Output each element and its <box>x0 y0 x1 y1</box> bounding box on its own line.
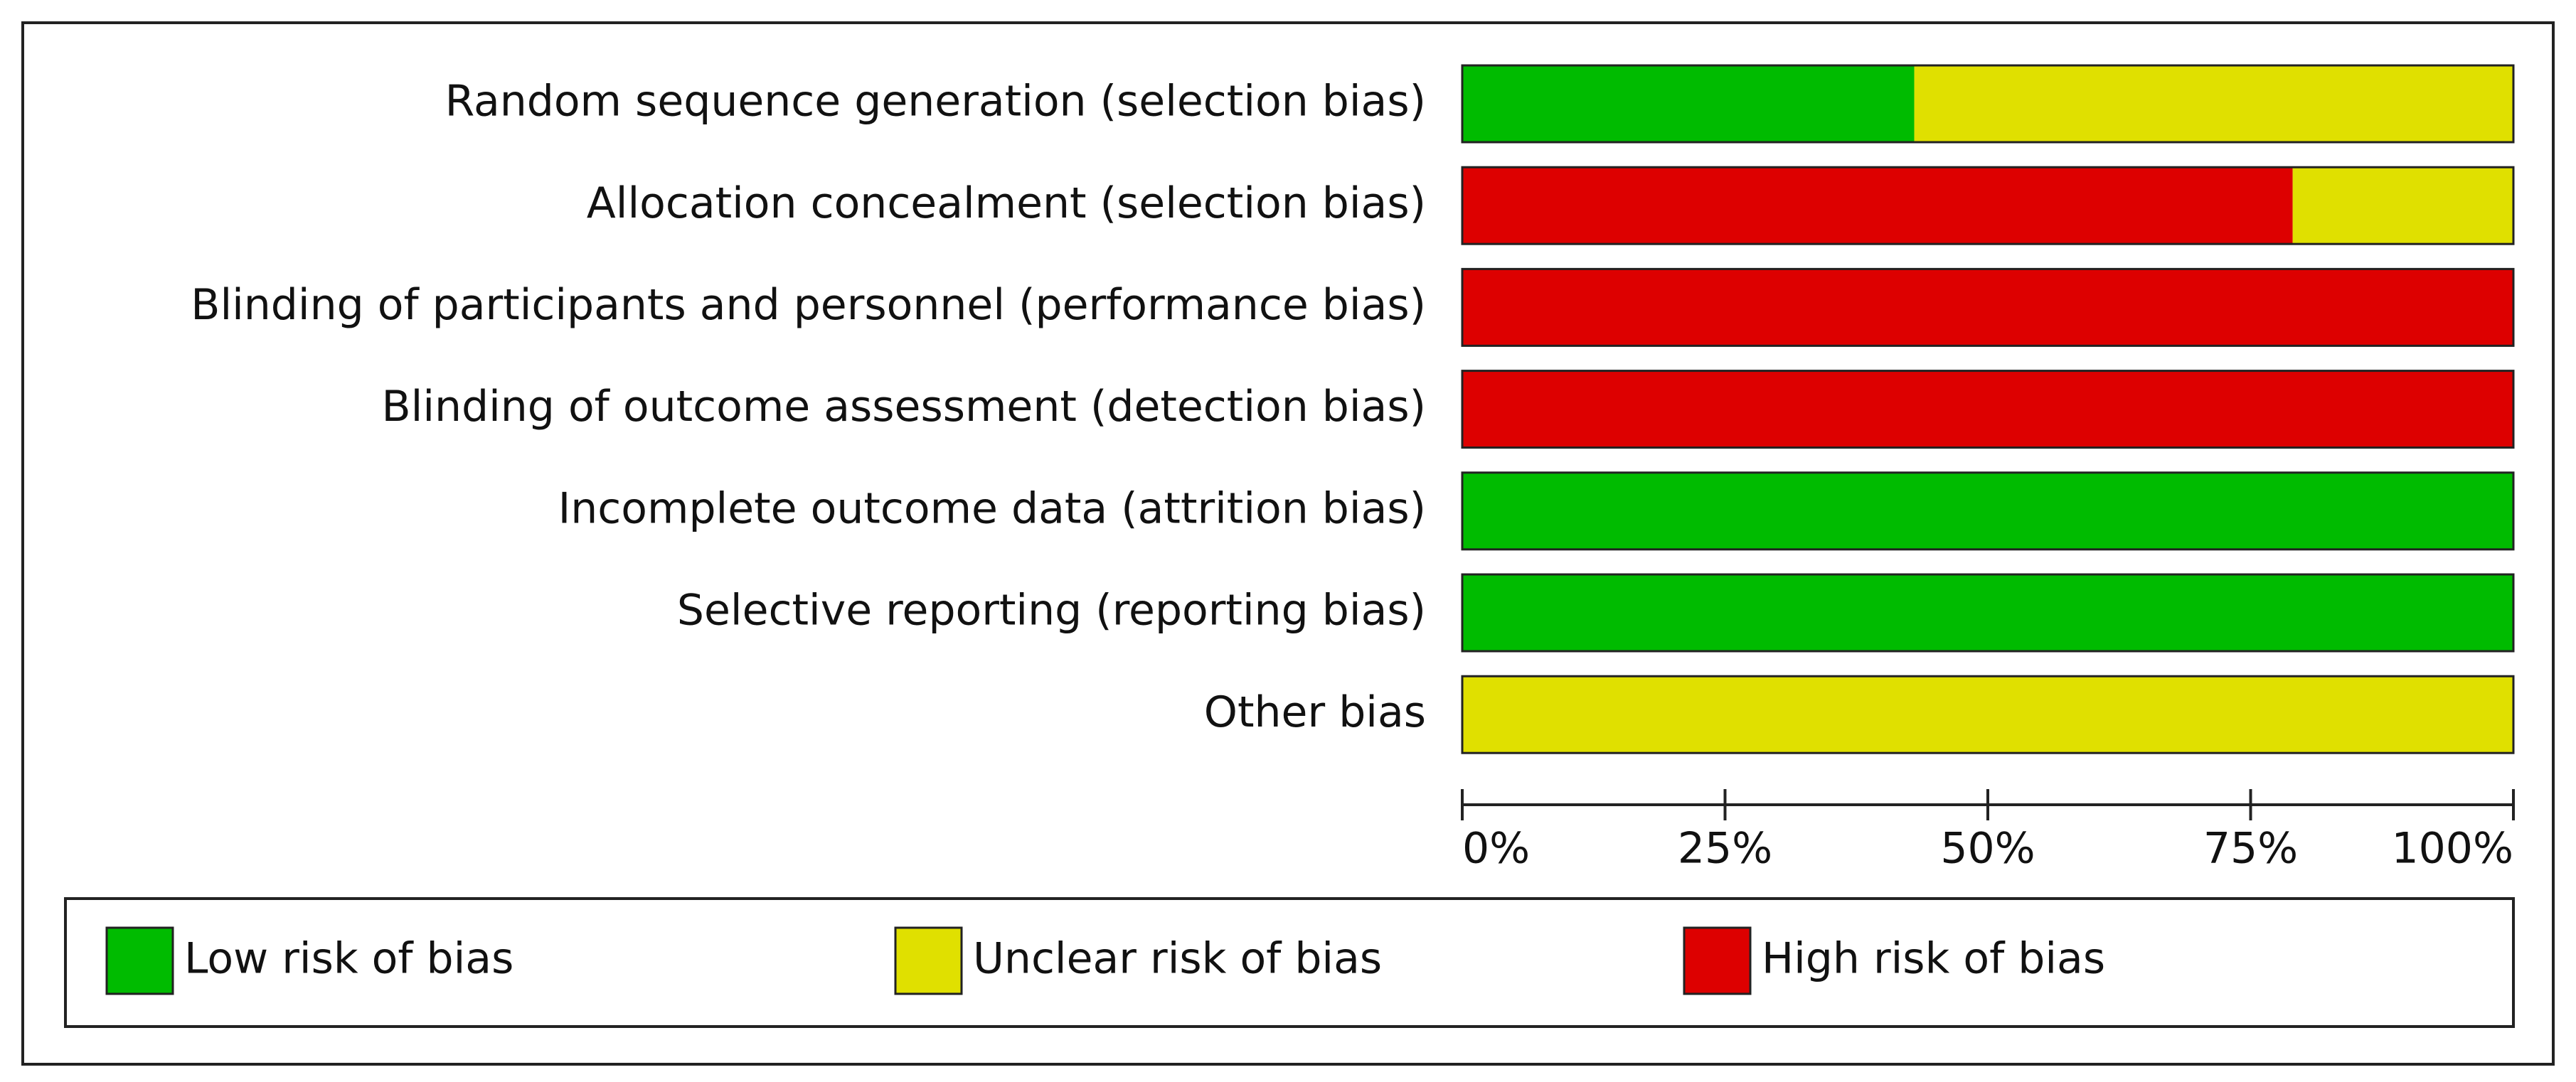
category-label: Blinding of outcome assessment (detectio… <box>381 382 1426 432</box>
legend-label: High risk of bias <box>1762 934 2105 984</box>
legend-swatch <box>894 926 963 995</box>
legend-swatch <box>105 926 174 995</box>
bar-segment <box>1462 370 2513 448</box>
category-label: Selective reporting (reporting bias) <box>677 586 1426 636</box>
bar-segment <box>1462 269 2513 346</box>
x-tick-label: 50% <box>1940 824 2035 874</box>
x-tick-label: 0% <box>1462 824 1530 874</box>
x-tick-label: 25% <box>1678 824 1772 874</box>
category-label: Random sequence generation (selection bi… <box>445 77 1426 127</box>
x-tick-label: 100% <box>2391 824 2513 874</box>
category-label: Other bias <box>1204 687 1426 737</box>
bar-segment <box>1462 472 2513 550</box>
legend-swatch <box>1683 926 1752 995</box>
legend-box <box>64 897 2515 1028</box>
bar-segment <box>2292 167 2513 245</box>
category-label: Allocation concealment (selection bias) <box>587 178 1426 228</box>
bar-outline <box>1461 267 2515 347</box>
category-label: Incomplete outcome data (attrition bias) <box>558 483 1426 533</box>
legend-label: Low risk of bias <box>184 934 513 984</box>
bar-outline <box>1461 166 2515 245</box>
bar-segment <box>1462 676 2513 754</box>
bar-segment <box>1462 574 2513 651</box>
bar-segment <box>1914 65 2513 142</box>
bar-outline <box>1461 675 2515 754</box>
bar-outline <box>1461 370 2515 449</box>
bar-outline <box>1461 573 2515 653</box>
bar-segment <box>1462 167 2293 245</box>
bar-outline <box>1461 64 2515 144</box>
x-tick-label: 75% <box>2203 824 2298 874</box>
bar-segment <box>1462 65 1915 142</box>
category-label: Blinding of participants and personnel (… <box>191 280 1426 330</box>
legend-label: Unclear risk of bias <box>973 934 1382 984</box>
bar-outline <box>1461 471 2515 551</box>
